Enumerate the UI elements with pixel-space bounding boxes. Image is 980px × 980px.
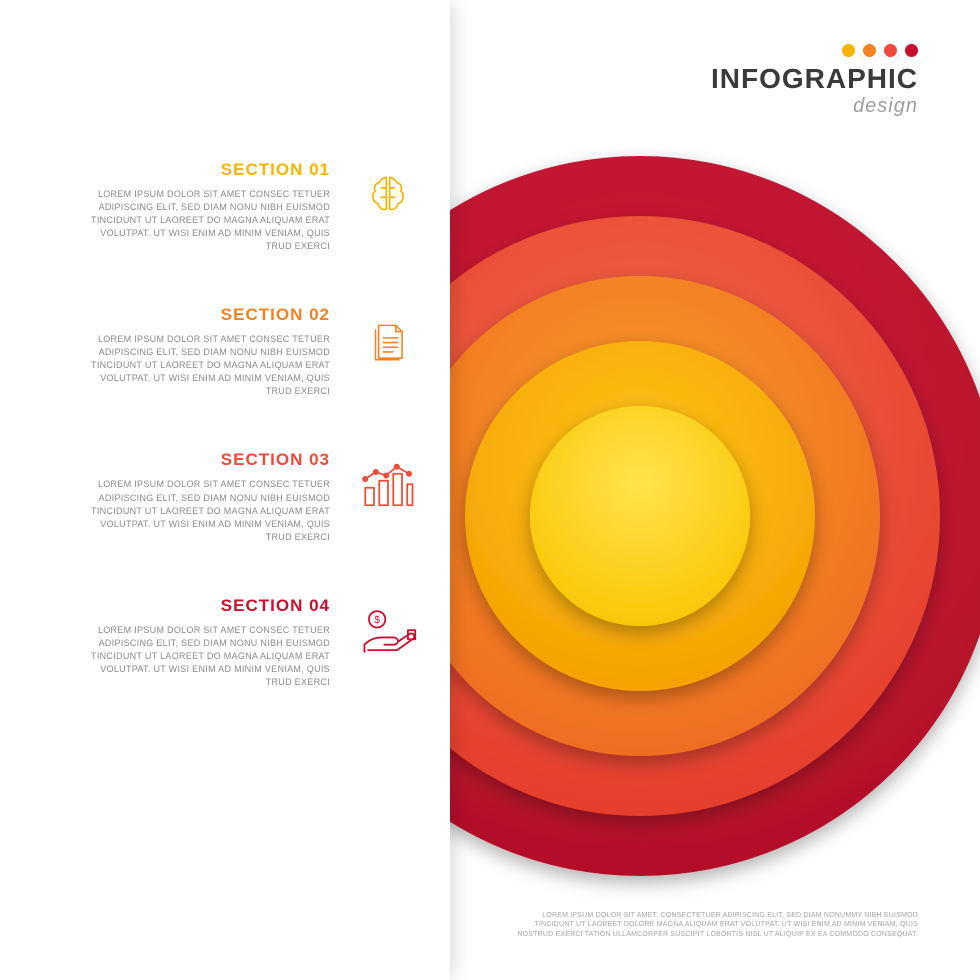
section-01-body: Lorem ipsum dolor sit amet consec tetuer… — [90, 188, 330, 253]
ring-layer-3 — [465, 341, 815, 691]
footer-text: Lorem ipsum dolor sit amet, consectetuer… — [508, 911, 918, 940]
section-03-title: SECTION 03 — [90, 450, 330, 470]
section-04-body: Lorem ipsum dolor sit amet consec tetuer… — [90, 624, 330, 689]
hand-coin-icon: $ — [356, 600, 420, 664]
brain-icon — [356, 164, 420, 228]
page-title: INFOGRAPHIC — [711, 63, 918, 95]
ring-layer-4 — [530, 406, 750, 626]
section-04-title: SECTION 04 — [90, 596, 330, 616]
section-01-title: SECTION 01 — [90, 160, 330, 180]
section-03-body: Lorem ipsum dolor sit amet consec tetuer… — [90, 478, 330, 543]
document-icon — [356, 309, 420, 373]
section-02-title: SECTION 02 — [90, 305, 330, 325]
page-subtitle: design — [711, 95, 918, 118]
ring-layer-2 — [400, 276, 880, 756]
section-02: SECTION 02 Lorem ipsum dolor sit amet co… — [0, 305, 450, 398]
header-dots — [711, 44, 918, 57]
section-02-body: Lorem ipsum dolor sit amet consec tetuer… — [90, 333, 330, 398]
section-03: SECTION 03 Lorem ipsum dolor sit amet co… — [0, 450, 450, 543]
section-04: SECTION 04 Lorem ipsum dolor sit amet co… — [0, 596, 450, 689]
dot-4 — [905, 44, 918, 57]
dot-3 — [884, 44, 897, 57]
dot-1 — [842, 44, 855, 57]
dot-2 — [863, 44, 876, 57]
chart-icon — [356, 454, 420, 518]
svg-text:$: $ — [374, 615, 380, 626]
section-01: SECTION 01 Lorem ipsum dolor sit amet co… — [0, 160, 450, 253]
header: INFOGRAPHIC design — [711, 44, 918, 118]
sections-panel: SECTION 01 Lorem ipsum dolor sit amet co… — [0, 160, 450, 741]
infographic-canvas: INFOGRAPHIC design SECTION 01 Lorem ipsu… — [0, 0, 980, 980]
